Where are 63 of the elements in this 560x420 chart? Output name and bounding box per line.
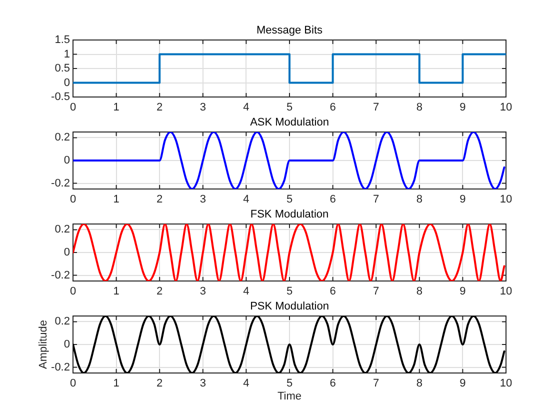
y-tick-label: 0.2 (54, 224, 70, 236)
chart-title: Message Bits (256, 24, 324, 37)
x-tick-label: 5 (286, 102, 293, 114)
x-tick-label: 9 (460, 194, 466, 206)
x-tick-label: 6 (330, 194, 336, 206)
x-axis-title: Time (277, 390, 302, 402)
x-tick-label: 3 (200, 194, 206, 206)
x-tick-label: 6 (330, 286, 336, 298)
y-tick-label: 0.5 (54, 62, 70, 75)
y-tick-label: -0.2 (51, 361, 70, 374)
y-tick-label: 0 (64, 246, 70, 259)
y-tick-label: 0 (64, 154, 70, 167)
y-tick-label: 0 (64, 76, 70, 89)
line-series (73, 224, 506, 281)
x-tick-label: 7 (373, 194, 380, 206)
y-tick-label: -0.2 (51, 177, 70, 190)
x-tick-label: 4 (243, 286, 250, 298)
x-tick-label: 5 (286, 378, 293, 390)
x-tick-label: 5 (286, 286, 293, 298)
x-tick-label: 8 (416, 102, 422, 114)
x-tick-label: 3 (200, 286, 206, 298)
x-tick-label: 1 (113, 194, 120, 206)
y-tick-label: 1.5 (54, 34, 70, 46)
line-series (73, 132, 506, 189)
x-tick-label: 4 (243, 378, 250, 390)
x-tick-label: 9 (460, 378, 466, 390)
x-tick-label: 1 (113, 102, 120, 114)
chart-title: FSK Modulation (250, 208, 329, 221)
x-tick-label: 2 (156, 378, 163, 390)
chart-title: PSK Modulation (250, 300, 329, 313)
x-tick-label: 7 (373, 286, 380, 298)
x-tick-label: 10 (500, 378, 512, 390)
x-tick-label: 6 (330, 378, 336, 390)
y-tick-label: 0 (64, 338, 70, 351)
x-tick-label: 9 (460, 102, 466, 114)
x-tick-label: 4 (243, 102, 250, 114)
x-tick-label: 10 (500, 102, 512, 114)
y-tick-label: -0.2 (51, 269, 70, 282)
x-tick-label: 7 (373, 378, 380, 390)
x-tick-label: 1 (113, 378, 120, 390)
x-tick-label: 3 (200, 378, 206, 390)
y-axis-title: Amplitude (38, 320, 50, 369)
y-tick-label: -0.5 (51, 91, 70, 104)
x-tick-label: 6 (330, 102, 336, 114)
x-tick-label: 7 (373, 102, 380, 114)
x-tick-label: 5 (286, 194, 293, 206)
x-tick-label: 9 (460, 286, 466, 298)
y-tick-label: 0.2 (54, 316, 70, 328)
chart-title: ASK Modulation (250, 116, 329, 129)
x-tick-label: 8 (416, 378, 422, 390)
x-tick-label: 10 (500, 194, 512, 206)
y-tick-label: 1 (64, 48, 70, 60)
x-tick-label: 2 (156, 194, 163, 206)
x-tick-label: 2 (156, 286, 163, 298)
x-tick-label: 8 (416, 194, 422, 206)
x-tick-label: 8 (416, 286, 422, 298)
x-tick-label: 1 (113, 286, 120, 298)
line-series (73, 316, 506, 373)
y-tick-label: 0.2 (54, 132, 70, 144)
x-tick-label: 2 (156, 102, 163, 114)
x-tick-label: 3 (200, 102, 206, 114)
x-tick-label: 4 (243, 194, 250, 206)
x-tick-label: 10 (500, 286, 512, 298)
